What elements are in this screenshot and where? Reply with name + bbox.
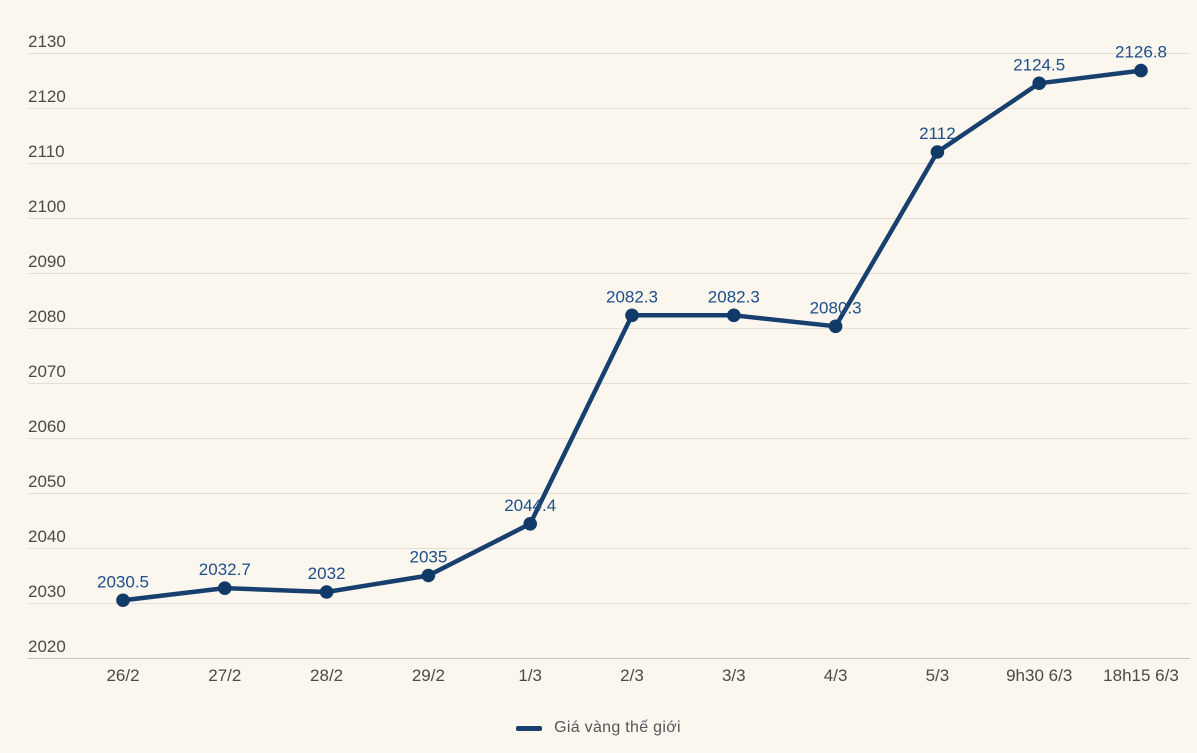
y-axis-tick-label: 2110 [28,142,65,161]
y-axis-tick-label: 2020 [28,637,66,656]
data-point-marker[interactable] [828,319,843,334]
data-point-label: 2126.8 [1115,43,1167,62]
data-point-label: 2032 [308,564,346,583]
data-point-label: 2032.7 [199,560,251,579]
y-axis-tick-label: 2030 [28,582,66,601]
x-axis-tick-label: 5/3 [926,666,950,685]
data-point-label: 2112 [919,124,956,143]
data-point-marker[interactable] [1134,63,1148,78]
data-point-label: 2080.3 [810,298,862,317]
data-point-marker[interactable] [523,517,537,531]
data-point-marker[interactable] [218,581,232,595]
data-point-marker[interactable] [319,585,334,599]
legend-line-swatch [516,725,543,731]
x-axis-tick-label: 4/3 [824,666,848,685]
chart-canvas: 2020 2030 2040 2050 2060 2070 2080 2090 2100 2110… [28,32,1190,685]
x-axis-tick-label: 28/2 [310,666,343,685]
y-axis-tick-label: 2120 [28,87,66,106]
data-point-marker[interactable] [1032,76,1046,91]
data-point-label: 2124.5 [1013,55,1065,74]
y-axis-tick-label: 2130 [28,32,66,51]
x-axis-tick-label: 3/3 [722,666,746,685]
x-axis-tick-label: 18h15 6/3 [1103,666,1179,685]
data-point-marker[interactable] [116,593,130,608]
data-point-label: 2082.3 [708,287,760,306]
y-axis-tick-label: 2060 [28,417,66,436]
legend-label: Giá vàng thế giới [554,719,681,736]
x-axis-tick-label: 1/3 [518,666,542,685]
data-point-marker[interactable] [727,308,741,323]
y-axis-tick-label: 2090 [28,252,66,271]
y-axis-tick-label: 2070 [28,362,66,381]
x-axis-tick-label: 26/2 [106,666,139,685]
x-axis-tick-label: 2/3 [620,666,644,685]
x-axis-tick-label: 9h30 6/3 [1006,666,1072,685]
data-point-marker[interactable] [421,568,436,583]
data-point-label: 2035 [409,548,447,567]
data-point-label: 2082.3 [606,287,658,306]
x-axis-tick-label: 29/2 [412,666,445,685]
chart-legend-item[interactable]: Giá vàng thế giới [0,712,1197,744]
data-point-label: 2030.5 [97,572,149,591]
y-axis-tick-label: 2040 [28,527,66,546]
y-axis-tick-label: 2100 [28,197,66,216]
series-line [120,68,1144,603]
y-axis-tick-label: 2080 [28,307,66,326]
data-point-marker[interactable] [930,145,945,159]
x-axis-tick-label: 27/2 [208,666,241,685]
data-point-marker[interactable] [625,308,639,323]
y-axis-tick-label: 2050 [28,472,66,491]
data-point-label: 2044.4 [504,496,556,515]
